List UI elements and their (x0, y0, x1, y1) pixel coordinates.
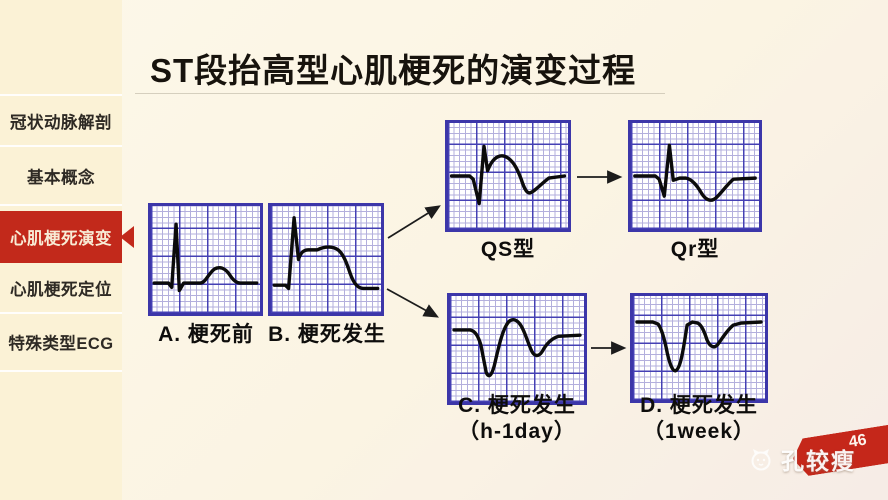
ecg-panel-d (630, 293, 768, 403)
sidebar-item-mi-evolution[interactable]: 心肌梗死演变 (0, 211, 134, 263)
ecg-waveform-normal (151, 206, 260, 313)
active-tab-arrow-icon (120, 226, 134, 248)
slide-title: ST段抬高型心肌梗死的演变过程 (150, 52, 637, 89)
ecg-panel-qs (445, 120, 571, 232)
ecg-waveform-st-elevation (271, 206, 381, 313)
caption-panel-d: D. 梗死发生 （1week） (624, 393, 774, 445)
sidebar-item-basic-concepts[interactable]: 基本概念 (27, 168, 95, 187)
caption-panel-b: B. 梗死发生 (268, 323, 386, 346)
caption-panel-qs: QS型 (480, 238, 536, 261)
caption-panel-d-line1: D. 梗死发生 (640, 394, 758, 417)
sidebar-item-label: 心肌梗死演变 (10, 230, 112, 248)
sidebar-divider (0, 145, 122, 147)
ecg-panel-qr (628, 120, 762, 232)
sidebar-divider (0, 312, 122, 314)
watermark-cat-logo-icon (751, 449, 771, 471)
ecg-waveform-acute (450, 296, 584, 402)
caption-panel-qr: Qr型 (670, 238, 720, 261)
ecg-waveform-qr-type (631, 123, 759, 229)
sidebar-item-coronary-anatomy[interactable]: 冠状动脉解剖 (10, 113, 112, 132)
ecg-waveform-qs-type (448, 123, 568, 229)
caption-panel-a: A. 梗死前 (158, 323, 254, 346)
sidebar-divider (0, 204, 122, 206)
ecg-panel-c (447, 293, 587, 405)
ecg-panel-b (268, 203, 384, 316)
title-underline (135, 93, 665, 94)
caption-panel-d-line2: （1week） (642, 420, 756, 443)
arrow-b-to-c (386, 288, 439, 318)
ecg-panel-a (148, 203, 263, 316)
watermark: 孔较瘦 (748, 442, 856, 476)
sidebar-divider (0, 94, 122, 96)
sidebar-divider (0, 370, 122, 372)
arrow-b-to-qs (387, 205, 441, 239)
watermark-text: 孔较瘦 (781, 448, 856, 474)
sidebar-item-mi-localization[interactable]: 心肌梗死定位 (10, 280, 112, 299)
sidebar-item-special-ecg[interactable]: 特殊类型ECG (8, 335, 114, 353)
ecg-waveform-old (633, 296, 765, 400)
caption-panel-c-line1: C. 梗死发生 (458, 394, 576, 417)
sidebar: 冠状动脉解剖 基本概念 心肌梗死演变 心肌梗死定位 特殊类型ECG (0, 0, 134, 500)
caption-panel-c: C. 梗死发生 （h-1day） (440, 393, 594, 445)
caption-panel-c-line2: （h-1day） (458, 420, 576, 443)
